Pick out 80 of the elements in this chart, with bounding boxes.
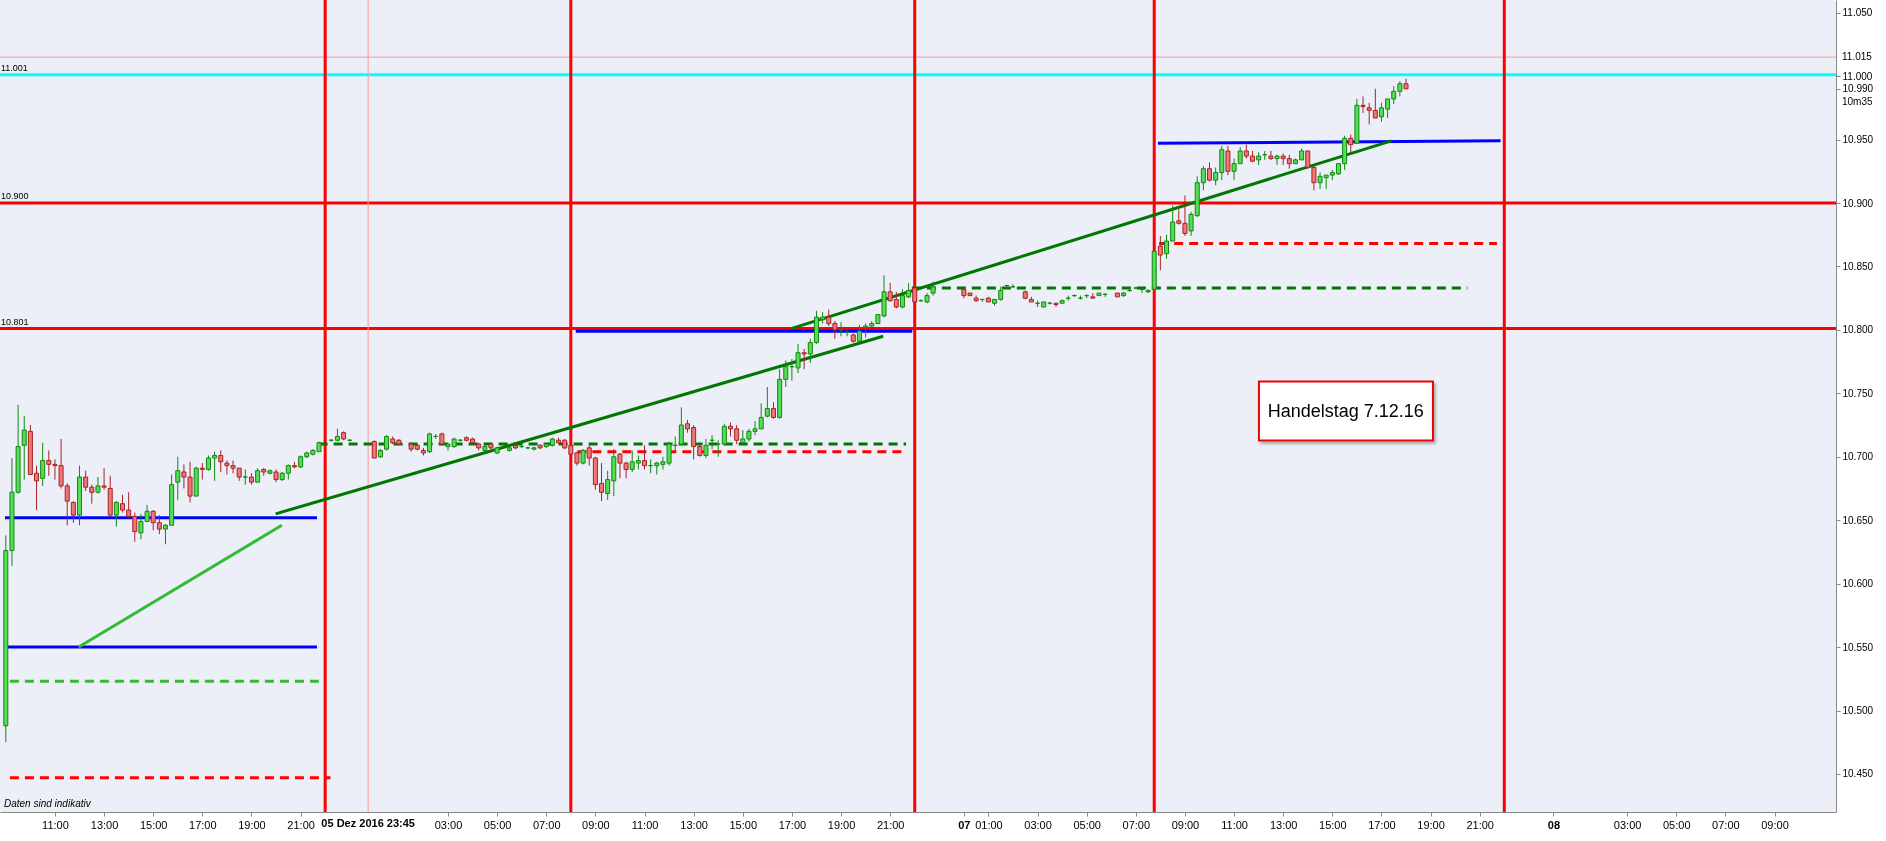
x-tick-label: 13:00: [90, 818, 119, 831]
candlestick: [101, 467, 107, 491]
x-tick-label: 21:00: [287, 818, 315, 831]
candlestick: [242, 468, 248, 486]
ref-line-label: 10.900: [1, 191, 29, 201]
x-tick-label: 19:00: [238, 818, 266, 831]
y-tick-label: 10.950: [1842, 134, 1874, 146]
y-tick-label: 10.450: [1842, 768, 1874, 780]
candlestick: [764, 386, 770, 418]
x-tick-label: 09:00: [1171, 818, 1200, 831]
candlestick: [21, 415, 27, 481]
y-tick-label: 10.850: [1842, 260, 1874, 272]
y-tick-label: 10.550: [1842, 641, 1874, 653]
note-box: Handelstag 7.12.16: [1257, 380, 1434, 442]
ref-line-label: 11.001: [1, 62, 28, 73]
x-tick-label: 09:00: [1761, 818, 1789, 831]
candlestick: [40, 442, 46, 487]
x-tick-label: 05:00: [483, 818, 512, 831]
candlestick: [1268, 150, 1274, 161]
x-tick-label: 03:00: [434, 818, 463, 831]
y-tick-label: 11.000: [1842, 70, 1873, 82]
ref-line-label: 05 Dez 2016 23:45: [321, 817, 415, 829]
candlestick: [678, 406, 684, 446]
y-tick-label: 10.700: [1842, 451, 1874, 463]
y-tick-label: 10.900: [1842, 197, 1874, 209]
x-tick-label: 15:00: [139, 818, 168, 831]
x-tick-label: 19:00: [1417, 818, 1445, 831]
x-tick-label: 11:00: [631, 818, 659, 831]
y-tick-label: 10.800: [1842, 324, 1874, 336]
x-tick-label: 13:00: [680, 818, 708, 831]
candlestick: [95, 476, 101, 495]
candlestick: [1360, 95, 1366, 114]
y-tick-label: 10.990: [1842, 83, 1874, 95]
x-tick-label: 15:00: [729, 818, 758, 831]
x-tick-label: 03:00: [1613, 818, 1642, 831]
candlestick: [218, 449, 224, 473]
x-tick-label: 08: [1547, 818, 1561, 831]
y-tick-label: 10.500: [1842, 705, 1874, 716]
x-tick-label: 09:00: [582, 818, 610, 831]
candlestick: [70, 500, 76, 524]
x-tick-label: 11:00: [1221, 818, 1248, 831]
annotation: Daten sind indikativ: [4, 798, 91, 809]
x-tick-label: 07:00: [532, 818, 561, 831]
x-tick-label: 01:00: [975, 818, 1003, 831]
candlestick: [801, 348, 807, 370]
x-tick-label: 07:00: [1122, 818, 1151, 831]
y-tick-label: 10.600: [1842, 578, 1874, 590]
x-tick-label: 05:00: [1662, 818, 1691, 831]
candlestick: [113, 500, 119, 528]
candlestick: [703, 438, 709, 459]
ref-line-label: 10.801: [1, 316, 29, 327]
x-tick-label: 17:00: [1368, 818, 1396, 831]
x-tick-label: 19:00: [827, 818, 856, 831]
x-tick-label: 03:00: [1024, 818, 1052, 831]
candlestick: [642, 444, 648, 470]
candlestick: [715, 439, 721, 458]
candlestick: [1053, 302, 1059, 308]
ref-line-label: 11.015: [1842, 51, 1873, 63]
candlestick: [838, 321, 844, 337]
x-tick-label: 17:00: [189, 818, 217, 831]
x-tick-label: 11:00: [42, 818, 69, 831]
x-tick-label: 05:00: [1073, 818, 1101, 831]
candlestick: [973, 295, 979, 303]
x-tick-label: 17:00: [778, 818, 807, 831]
x-tick-label: 21:00: [876, 818, 905, 831]
candlestick: [199, 462, 205, 481]
x-tick-label: 15:00: [1319, 818, 1347, 831]
candlestick: [1145, 288, 1151, 294]
x-tick-label: 13:00: [1269, 818, 1298, 831]
x-tick-label: 07: [958, 818, 971, 831]
y-tick-label: 10.750: [1842, 387, 1874, 399]
y-tick-label: 10.650: [1842, 514, 1874, 526]
candlestick: [1225, 145, 1231, 176]
candlestick: [175, 456, 181, 501]
text: 10m35: [1842, 95, 1873, 107]
x-tick-label: 21:00: [1466, 818, 1494, 831]
candlestick: [1274, 154, 1280, 166]
y-tick-label: 11.050: [1842, 7, 1873, 19]
candlestick: [1157, 235, 1163, 271]
x-tick-label: 07:00: [1712, 818, 1740, 831]
